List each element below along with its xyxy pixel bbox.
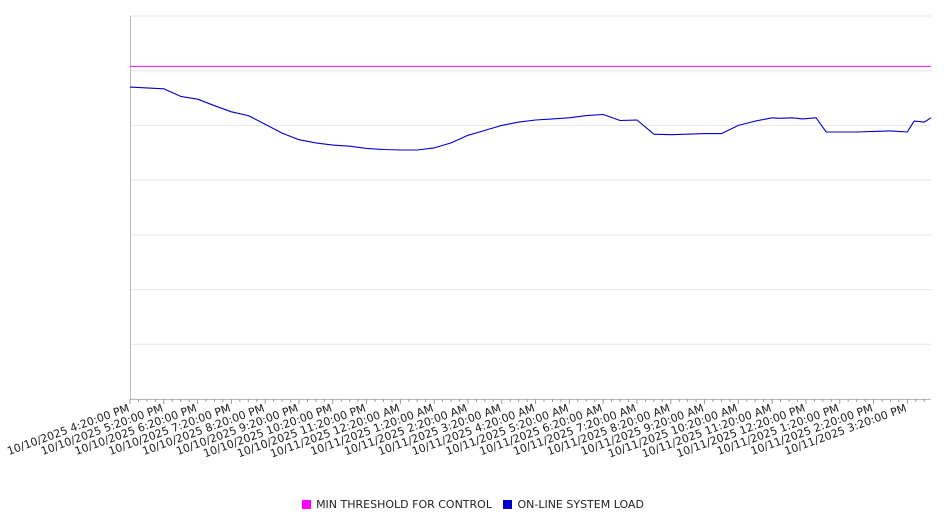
series-system-load-line xyxy=(129,86,932,151)
legend-item-threshold[interactable]: MIN THRESHOLD FOR CONTROL xyxy=(302,498,492,511)
legend: MIN THRESHOLD FOR CONTROL ON-LINE SYSTEM… xyxy=(0,498,946,512)
legend-item-system-load[interactable]: ON-LINE SYSTEM LOAD xyxy=(503,498,644,511)
legend-swatch-threshold xyxy=(302,500,312,509)
legend-swatch-system-load xyxy=(503,500,513,509)
legend-label-system-load: ON-LINE SYSTEM LOAD xyxy=(517,498,644,511)
legend-label-threshold: MIN THRESHOLD FOR CONTROL xyxy=(316,498,492,511)
